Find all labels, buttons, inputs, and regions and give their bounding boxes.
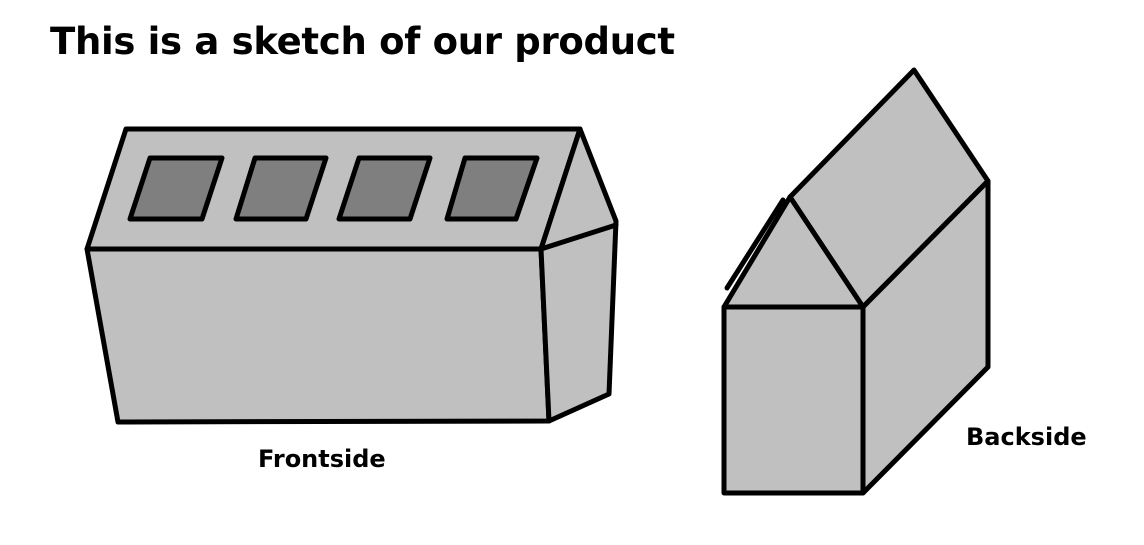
front-face (84, 246, 552, 425)
backside-view (721, 67, 991, 496)
frontside-view (84, 126, 619, 425)
panel-2 (233, 155, 329, 222)
backside-label: Backside (966, 423, 1087, 451)
side-face (538, 126, 619, 424)
panel-4 (444, 155, 540, 222)
side-ridge-line (538, 222, 619, 252)
panel-3 (336, 155, 433, 222)
front-wall (721, 304, 866, 496)
frontside-label: Frontside (258, 445, 386, 473)
page-title: This is a sketch of our product (50, 20, 675, 63)
panel-edge (724, 197, 786, 291)
panel-1 (127, 155, 225, 222)
